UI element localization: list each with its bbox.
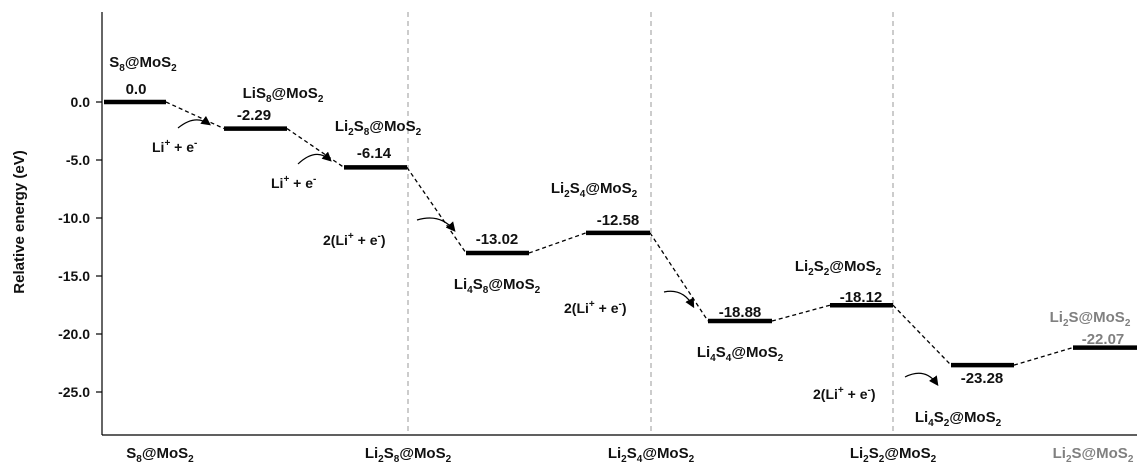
x-category-label: S8@MoS2	[126, 445, 194, 465]
reaction-arrow	[177, 115, 211, 129]
species-label: Li2S2@MoS2	[795, 258, 882, 278]
energy-value-label: 0.0	[126, 81, 147, 98]
y-axis-label: Relative energy (eV)	[11, 150, 28, 293]
connectors	[165, 101, 1074, 366]
energy-value-label: -18.88	[719, 304, 762, 321]
y-tick-label: 0.0	[71, 94, 91, 110]
reaction-label: Li+ + e-	[152, 138, 197, 155]
level-connector	[528, 232, 587, 254]
x-category-label: Li2S@MoS2	[1053, 445, 1134, 465]
level-connector	[892, 304, 952, 366]
energy-value-label: -13.02	[476, 231, 519, 248]
y-tick-label: -10.0	[58, 210, 90, 226]
y-tick-label: -25.0	[58, 384, 90, 400]
species-label: S8@MoS2	[109, 54, 177, 74]
axes: Relative energy (eV) 0.0 -5.0 -10.0 -15.0 -2…	[11, 12, 1137, 465]
energy-value-label: -18.12	[840, 289, 883, 306]
energy-value-label: -6.14	[357, 145, 392, 162]
reaction-arrow	[904, 372, 939, 386]
species-label: Li4S8@MoS2	[454, 276, 541, 296]
energy-value-label: -23.28	[961, 370, 1004, 387]
reaction-label: 2(Li+ + e-)	[813, 385, 876, 402]
species-label: Li4S2@MoS2	[915, 409, 1002, 429]
labels: 0.0 S8@MoS2 -2.29 LiS8@MoS2 -6.14 Li2S8@MoS2 -…	[109, 54, 1131, 429]
reaction-arrow	[297, 151, 332, 165]
reaction-arrow	[663, 290, 695, 309]
y-tick-label: -15.0	[58, 268, 90, 284]
x-category-label: Li2S4@MoS2	[608, 445, 695, 465]
y-tick-label: -5.0	[66, 152, 90, 168]
species-label: Li2S@MoS2	[1050, 309, 1131, 329]
species-label: Li2S4@MoS2	[551, 180, 638, 200]
y-tick-label: -20.0	[58, 326, 90, 342]
species-label: LiS8@MoS2	[243, 85, 324, 105]
energy-value-label: -22.07	[1082, 331, 1125, 348]
level-connector	[771, 304, 831, 322]
reaction-label: 2(Li+ + e-)	[564, 299, 627, 316]
energy-value-label: -2.29	[237, 107, 271, 124]
species-label: Li2S8@MoS2	[335, 118, 422, 138]
reaction-label: Li+ + e-	[271, 174, 316, 191]
energy-levels	[104, 99, 1137, 368]
reaction-annotations: Li+ + e- Li+ + e- 2(Li+ + e-) 2(Li+ + e-) 2(…	[152, 115, 939, 402]
reaction-arrow	[416, 217, 456, 232]
x-category-label: Li2S8@MoS2	[365, 445, 452, 465]
level-connector	[406, 167, 467, 254]
level-connector	[165, 101, 225, 130]
stage-separators	[407, 12, 894, 435]
reaction-label: 2(Li+ + e-)	[323, 231, 386, 248]
energy-value-label: -12.58	[597, 212, 640, 229]
species-label: Li4S4@MoS2	[697, 344, 784, 364]
level-connector	[649, 232, 709, 322]
level-connector	[286, 128, 345, 168]
x-category-label: Li2S2@MoS2	[850, 445, 937, 465]
level-connector	[1013, 346, 1074, 366]
